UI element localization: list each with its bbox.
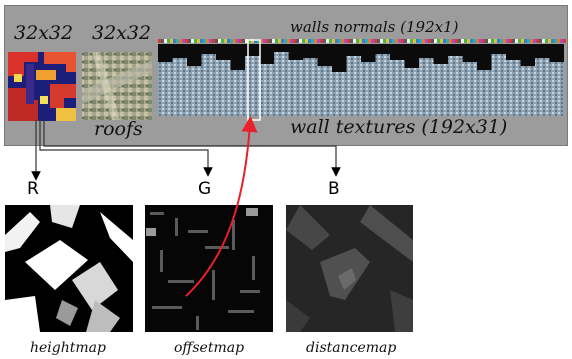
- channel-connectors: [31, 120, 341, 181]
- wall-textures-label: wall textures (192x31): [290, 116, 508, 138]
- height-texture-size-label: 32x32: [14, 22, 74, 44]
- wall-textures-strip: [158, 44, 564, 116]
- heightmap-image: [5, 205, 133, 332]
- walls-normals-label: walls normals (192x1): [290, 18, 459, 36]
- roofs-label: roofs: [94, 118, 143, 140]
- distancemap-label: distancemap: [306, 340, 397, 356]
- offset-lookup-arrow: [185, 116, 258, 297]
- offsetmap-label: offsetmap: [174, 340, 245, 356]
- channel-b-label: B: [328, 179, 340, 199]
- heightmap-label: heightmap: [30, 340, 106, 356]
- walls-normals-strip: [158, 39, 566, 43]
- distancemap-image: [286, 205, 413, 332]
- height-texture: [8, 52, 76, 121]
- channel-g-label: G: [198, 179, 212, 199]
- roof-texture-size-label: 32x32: [92, 22, 152, 44]
- channel-r-label: R: [27, 179, 39, 199]
